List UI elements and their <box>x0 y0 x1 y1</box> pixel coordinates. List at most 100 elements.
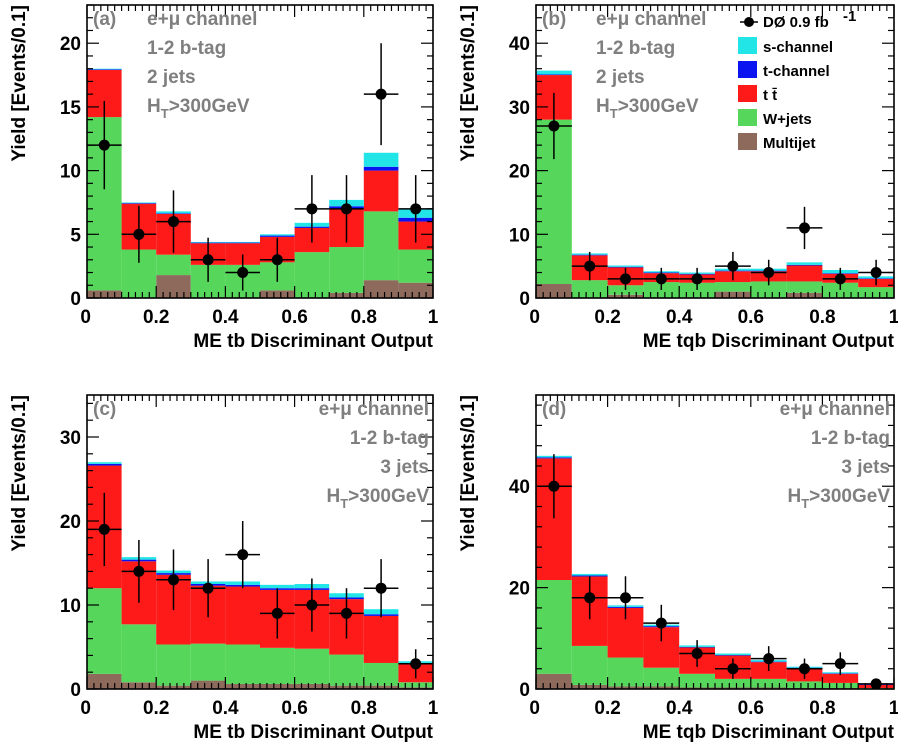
info-line: e+μ channel <box>147 9 257 30</box>
data-point <box>727 663 739 675</box>
data-point <box>341 203 352 215</box>
x-tick-label: 0 <box>529 698 540 719</box>
info-line: e+μ channel <box>319 399 429 420</box>
panel-label: (d) <box>542 399 566 420</box>
bar-s-channel <box>715 653 751 656</box>
bar-s-channel <box>87 462 122 464</box>
data-point <box>620 592 631 604</box>
legend-label-s: s-channel <box>763 39 833 56</box>
bar-t-channel <box>607 266 644 268</box>
x-tick-label: 0.4 <box>212 698 239 719</box>
data-point <box>341 607 352 619</box>
bar-multijet <box>87 673 122 689</box>
bar-w-jets <box>363 211 399 281</box>
bar-t-channel <box>87 463 122 466</box>
bar-multijet <box>329 292 364 298</box>
data-point <box>202 582 214 594</box>
data-point <box>306 599 318 611</box>
data-point <box>763 267 775 279</box>
bar-w-jets <box>822 282 859 298</box>
bar-w-jets <box>190 643 226 681</box>
data-point <box>271 254 283 266</box>
bar-s-channel <box>87 68 122 70</box>
y-tick-label: 15 <box>60 98 82 119</box>
data-point <box>834 273 846 285</box>
bar-multijet <box>121 682 157 689</box>
x-tick-label: 1 <box>889 698 898 719</box>
y-tick-label: 40 <box>509 34 530 55</box>
data-point <box>584 260 596 272</box>
bar-multijet <box>398 687 433 689</box>
info-line: 2 jets <box>147 67 196 88</box>
data-point <box>306 203 318 215</box>
legend: DØ 0.9 fb -1 s-channel t-channel t t̄ W+jets M… <box>738 8 856 152</box>
data-point <box>834 658 846 670</box>
y-axis-title: Yield [Events/0.1] <box>458 5 479 162</box>
x-tick-label: 0.2 <box>143 307 169 328</box>
x-tick-label: 0.6 <box>281 307 307 328</box>
info-line: HT>300GeV <box>326 486 429 511</box>
bar-t-channel <box>87 69 122 70</box>
bar-w-jets <box>643 282 680 298</box>
panel-label: (c) <box>93 399 116 420</box>
data-point <box>870 678 882 690</box>
info-line: HT>300GeV <box>147 96 250 121</box>
legend-swatch-s <box>738 37 757 54</box>
info-line: 1-2 b-tag <box>596 38 675 59</box>
y-axis-title: Yield [Events/0.1] <box>9 395 30 552</box>
bar-multijet <box>607 686 644 689</box>
info-line: 3 jets <box>841 457 890 478</box>
bar-multijet <box>225 683 260 689</box>
y-tick-label: 30 <box>509 98 530 119</box>
data-point <box>410 658 422 670</box>
data-point <box>202 254 214 266</box>
legend-swatch-w <box>738 109 757 126</box>
bar-multijet <box>536 673 572 689</box>
bar-w-jets <box>858 287 894 298</box>
y-tick-label: 20 <box>509 579 530 600</box>
panel-label: (b) <box>542 9 566 30</box>
bar-w-jets <box>329 654 364 686</box>
bar-s-channel <box>786 262 823 265</box>
bar-multijet <box>607 294 644 298</box>
x-tick-label: 1 <box>889 307 898 328</box>
x-tick-label: 0.6 <box>738 307 764 328</box>
data-point <box>375 88 387 100</box>
bar-w-jets <box>607 285 644 295</box>
x-tick-label: 0.2 <box>594 307 620 328</box>
bar-multijet <box>260 290 295 298</box>
data-point <box>620 273 631 285</box>
bar-multijet <box>87 290 122 298</box>
bar-w-jets <box>571 280 608 298</box>
y-tick-label: 40 <box>509 477 530 498</box>
x-tick-label: 0.8 <box>809 698 835 719</box>
bar-multijet <box>363 280 399 298</box>
chart-panel-d: 0 0.2 0.4 0.6 0.8 1 0 20 40 ME tqb Discriminant O… <box>458 394 898 743</box>
x-tick-label: 0.4 <box>212 307 239 328</box>
bar-multijet <box>398 282 433 298</box>
bar-multijet <box>363 685 399 689</box>
bar-s-channel <box>571 573 608 576</box>
data-point <box>655 617 667 629</box>
x-tick-label: 0.2 <box>594 698 620 719</box>
y-tick-label: 0 <box>70 680 81 701</box>
legend-data-marker <box>744 17 754 27</box>
bar-w-jets <box>121 624 157 683</box>
x-tick-label: 0 <box>80 307 91 328</box>
bar-w-jets <box>294 252 330 298</box>
bar-multijet <box>294 683 330 689</box>
bar-w-jets <box>363 662 399 686</box>
bar-w-jets <box>294 648 330 684</box>
x-tick-label: 0 <box>80 698 91 719</box>
data-point <box>133 228 145 240</box>
bar-t-channel <box>225 242 260 244</box>
panel-label: (a) <box>93 9 116 30</box>
y-tick-label: 10 <box>60 162 81 183</box>
x-axis-title: ME tqb Discriminant Output <box>643 722 895 743</box>
bar-w-jets <box>786 681 823 688</box>
x-tick-label: 0.8 <box>351 698 377 719</box>
bar-w-jets <box>822 682 859 688</box>
bar-s-channel <box>363 152 399 167</box>
